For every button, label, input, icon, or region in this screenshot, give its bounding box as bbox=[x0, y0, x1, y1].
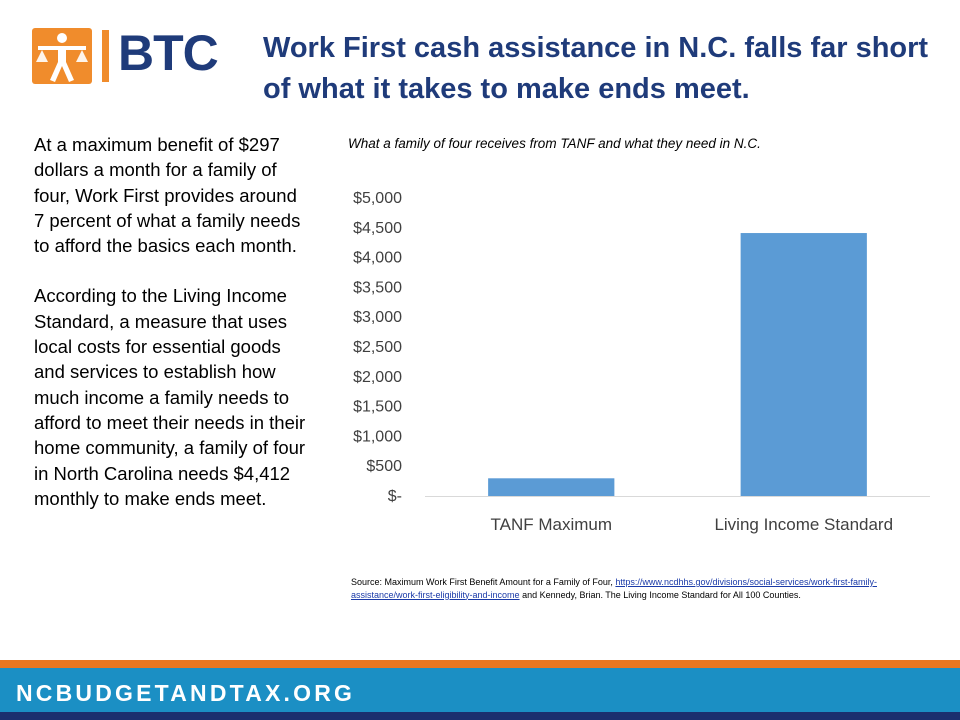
y-tick-label: $4,500 bbox=[353, 220, 402, 237]
bar-living-income-standard bbox=[740, 233, 867, 496]
bar-tanf-maximum bbox=[488, 478, 615, 496]
source-prefix: Source: Maximum Work First Benefit Amoun… bbox=[351, 577, 616, 587]
footer-website[interactable]: NCBUDGETANDTAX.ORG bbox=[16, 680, 356, 706]
footer-navy-stripe bbox=[0, 712, 960, 720]
y-tick-label: $5,000 bbox=[353, 190, 402, 207]
y-tick-label: $- bbox=[388, 488, 402, 505]
y-tick-label: $3,500 bbox=[353, 279, 402, 296]
footer-band bbox=[0, 668, 960, 712]
btc-logo: BTC bbox=[32, 25, 222, 84]
description-text: At a maximum benefit of $297 dollars a m… bbox=[34, 132, 310, 511]
x-category-label: TANF Maximum bbox=[490, 515, 612, 534]
description-paragraph-1: At a maximum benefit of $297 dollars a m… bbox=[34, 134, 301, 257]
page-title: Work First cash assistance in N.C. falls… bbox=[263, 32, 929, 105]
logo-text: BTC bbox=[118, 25, 219, 81]
source-link[interactable]: https://www.ncdhhs.gov/divisions/social-… bbox=[351, 577, 877, 600]
x-category-label: Living Income Standard bbox=[714, 515, 893, 534]
y-tick-label: $1,500 bbox=[353, 399, 402, 416]
y-tick-label: $2,000 bbox=[353, 369, 402, 386]
source-suffix: and Kennedy, Brian. The Living Income St… bbox=[519, 589, 801, 600]
y-tick-label: $2,500 bbox=[353, 339, 402, 356]
description-paragraph-2: According to the Living Income Standard,… bbox=[34, 285, 306, 509]
y-tick-label: $3,000 bbox=[353, 309, 402, 326]
footer-orange-stripe bbox=[0, 660, 960, 668]
source-note: Source: Maximum Work First Benefit Amoun… bbox=[351, 576, 933, 601]
logo-divider bbox=[102, 30, 109, 82]
y-tick-label: $4,000 bbox=[353, 250, 402, 267]
chart-title: What a family of four receives from TANF… bbox=[348, 136, 761, 151]
y-tick-label: $1,000 bbox=[353, 428, 402, 445]
scales-figure-icon bbox=[32, 28, 92, 84]
y-tick-label: $500 bbox=[366, 458, 402, 475]
bar-chart: $- $500 $1,000 $1,500 $2,000 $2,500 $3,000 $3,5… bbox=[353, 190, 930, 534]
